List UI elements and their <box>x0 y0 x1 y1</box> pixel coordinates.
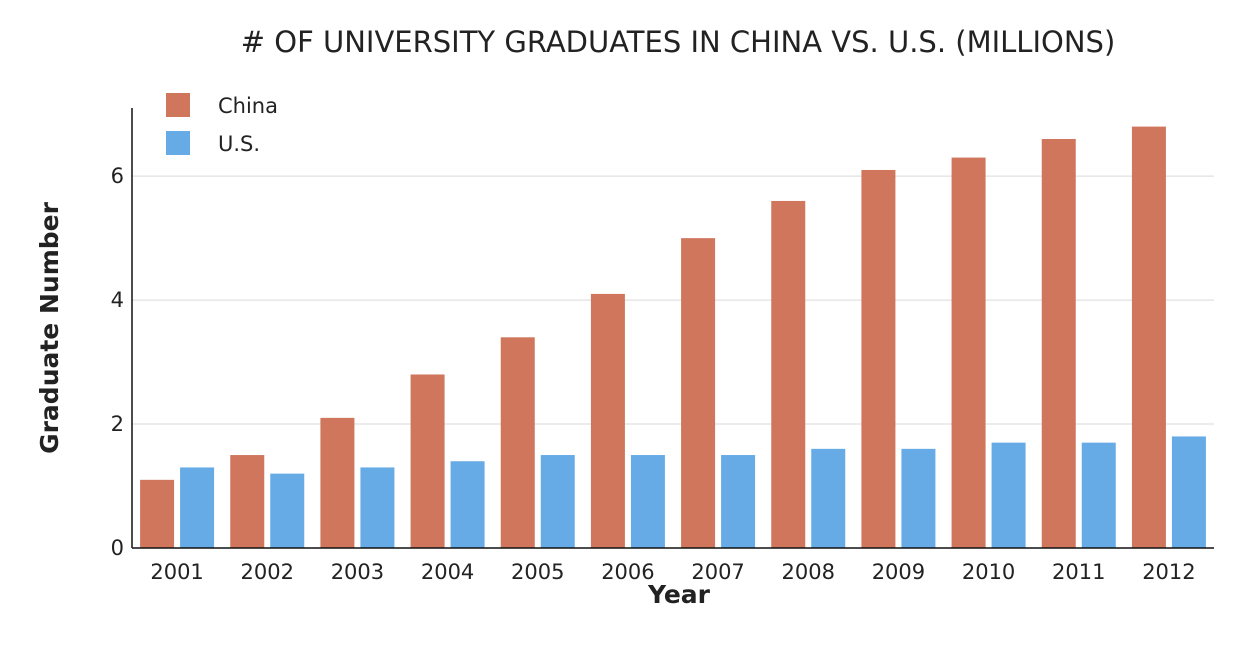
y-axis-title: Graduate Number <box>35 201 64 454</box>
bar-china-2010 <box>951 157 986 549</box>
x-tick-label: 2001 <box>150 560 203 584</box>
legend-label: U.S. <box>218 132 260 156</box>
x-tick-label: 2005 <box>511 560 564 584</box>
legend: China U.S. <box>166 93 278 156</box>
x-tick-label: 2010 <box>962 560 1015 584</box>
bar-us-2005 <box>540 455 575 548</box>
bar-us-2009 <box>901 448 936 548</box>
x-tick-label: 2009 <box>872 560 925 584</box>
x-tick-label: 2007 <box>691 560 744 584</box>
x-tick-label: 2003 <box>331 560 384 584</box>
y-tick-label: 2 <box>111 412 124 436</box>
chart-title: # OF UNIVERSITY GRADUATES IN CHINA VS. U… <box>241 25 1116 59</box>
bar-us-2004 <box>450 461 485 548</box>
legend-swatch <box>166 131 190 155</box>
bars <box>140 126 1206 549</box>
bar-china-2009 <box>861 169 896 548</box>
bar-us-2001 <box>180 467 215 548</box>
x-tick-label: 2012 <box>1142 560 1195 584</box>
bar-us-2007 <box>721 455 756 548</box>
x-tick-label: 2006 <box>601 560 654 584</box>
bar-china-2012 <box>1131 126 1166 548</box>
y-tick-labels: 0 2 4 6 <box>111 164 124 560</box>
bar-china-2002 <box>230 455 265 548</box>
legend-swatch <box>166 93 190 117</box>
bar-china-2003 <box>320 417 355 548</box>
bar-china-2005 <box>500 337 535 548</box>
x-axis-title: Year <box>647 580 711 609</box>
bar-china-2001 <box>140 479 175 548</box>
x-tick-label: 2004 <box>421 560 474 584</box>
bar-us-2010 <box>991 442 1026 548</box>
bar-us-2012 <box>1171 436 1206 548</box>
x-tick-label: 2008 <box>782 560 835 584</box>
bar-us-2003 <box>360 467 395 548</box>
x-tick-label: 2011 <box>1052 560 1105 584</box>
bar-china-2007 <box>681 238 716 548</box>
bar-us-2006 <box>630 455 665 548</box>
x-tick-labels: 2001 2002 2003 2004 2005 2006 2007 2008 2009 2010… <box>150 560 1195 584</box>
axes <box>131 108 1214 549</box>
bar-us-2002 <box>270 473 305 548</box>
bar-us-2008 <box>811 448 846 548</box>
bar-china-2006 <box>590 293 625 548</box>
x-tick-label: 2002 <box>241 560 294 584</box>
bar-china-2011 <box>1041 138 1076 549</box>
bar-us-2011 <box>1081 442 1116 548</box>
bar-china-2008 <box>771 200 806 548</box>
gridlines <box>132 175 1214 425</box>
y-tick-label: 6 <box>111 164 124 188</box>
y-tick-label: 0 <box>111 536 124 560</box>
bar-china-2004 <box>410 374 445 548</box>
y-tick-label: 4 <box>111 288 124 312</box>
legend-label: China <box>218 94 278 118</box>
